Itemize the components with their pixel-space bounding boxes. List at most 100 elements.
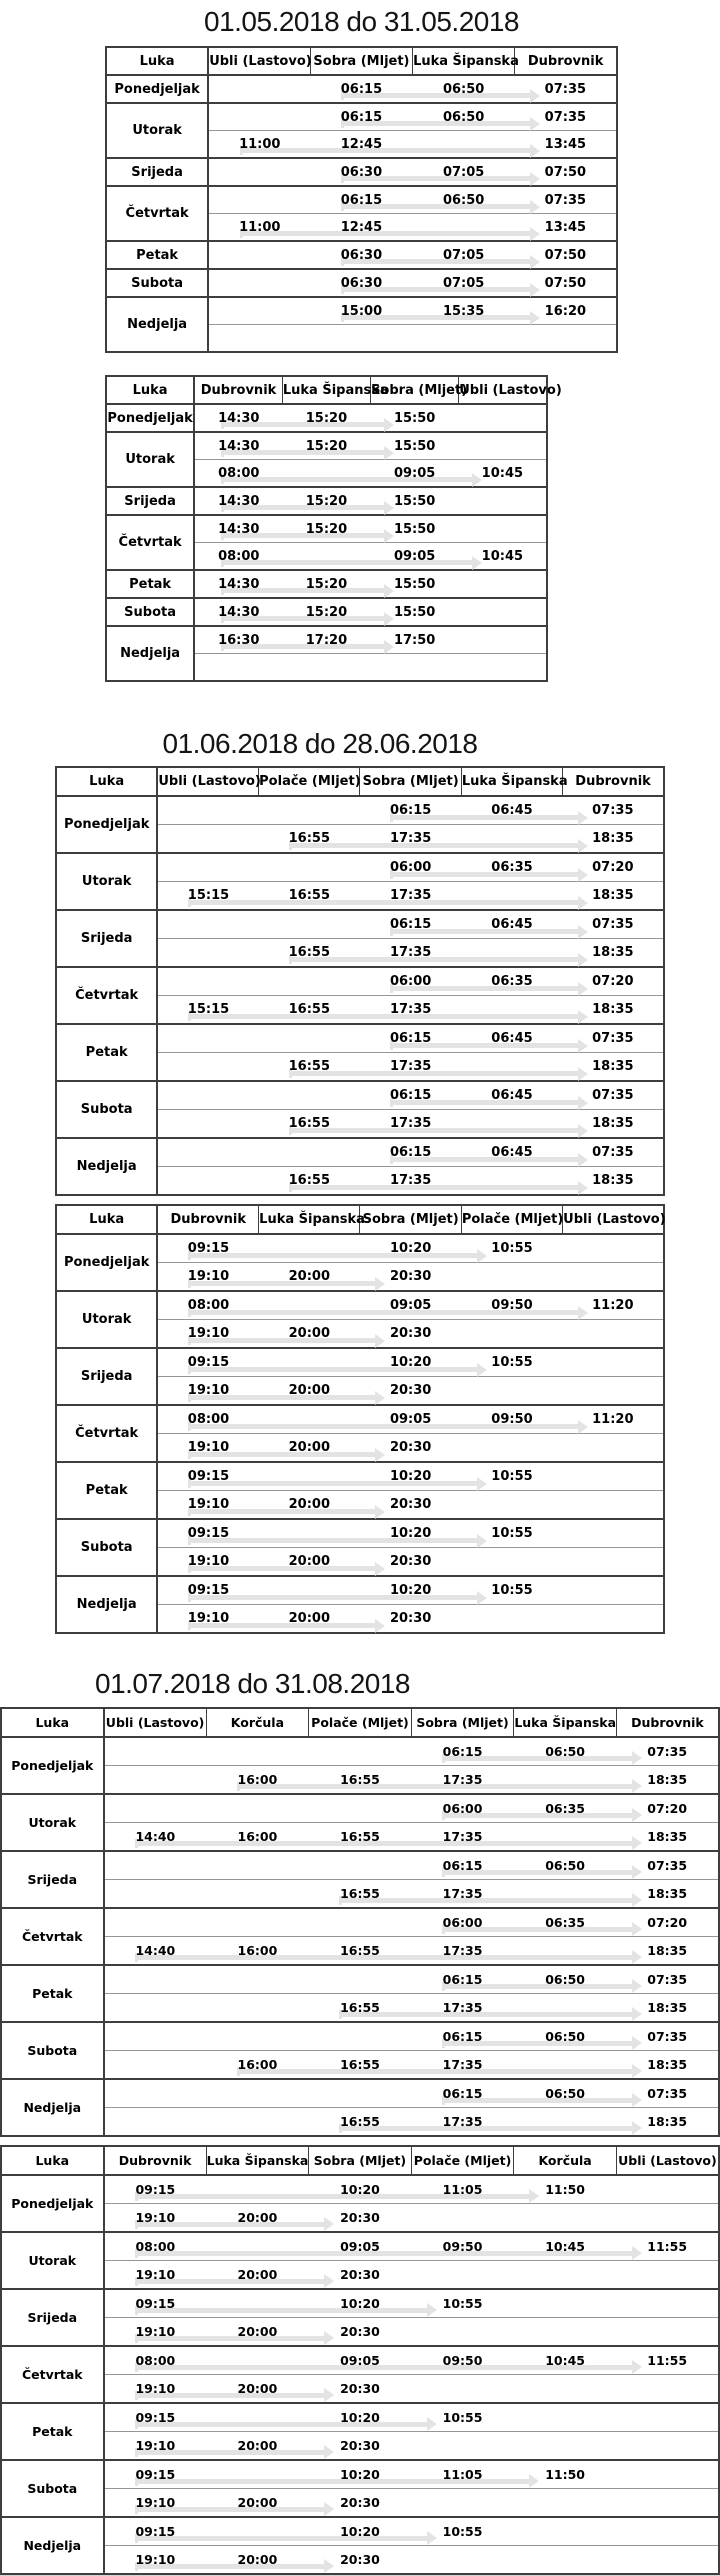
departure-time: 14:30	[218, 438, 260, 454]
time-cell: 10:45	[512, 2230, 618, 2261]
departure-time: 11:05	[442, 2466, 483, 2482]
departure-time: 18:35	[592, 1002, 634, 1018]
empty-cell	[562, 1376, 664, 1406]
route-arrow-head-icon	[513, 315, 530, 321]
route-arrow-segment	[512, 2125, 618, 2131]
trip-row: 19:10 20:00 20:30	[56, 1319, 664, 1349]
departure-time: 19:10	[187, 1326, 230, 1342]
departure-time: 18:35	[592, 888, 634, 904]
time-cell: 20:00	[257, 1433, 361, 1463]
route-arrow-head-icon	[460, 1367, 477, 1373]
departure-time: 16:20	[544, 303, 587, 319]
time-cell: 20:00	[257, 1547, 361, 1577]
departure-time: 11:00	[239, 136, 281, 152]
departure-time: 10:20	[340, 2466, 380, 2482]
time-cell: 06:30	[310, 268, 414, 298]
empty-cell	[103, 1764, 207, 1794]
day-cell: Srijeda	[104, 157, 210, 187]
empty-cell	[562, 1319, 664, 1349]
departure-time: 15:15	[187, 1002, 230, 1018]
departure-time: 15:50	[393, 604, 436, 620]
time-cell: 18:35	[561, 1109, 664, 1139]
trip-row: 16:55 17:35 18:35	[1, 1878, 719, 1908]
time-cell: 16:55	[258, 824, 361, 854]
column-header: Korčula	[513, 2144, 617, 2176]
day-cell: Četvrtak	[54, 966, 159, 1025]
departure-time: 06:15	[442, 1971, 483, 1987]
route-arrow-start	[135, 2333, 208, 2343]
time-cell: 09:50	[410, 2344, 515, 2375]
route-arrow-start	[341, 91, 414, 101]
empty-cell	[513, 2316, 617, 2346]
time-cell: 07:05	[411, 240, 516, 270]
departure-time: 07:20	[647, 1914, 688, 1930]
route-arrow-segment	[460, 815, 564, 821]
departure-time: 11:00	[239, 219, 281, 235]
time-cell: 06:15	[411, 1849, 515, 1880]
column-header: Sobra (Mljet)	[309, 46, 414, 77]
empty-cell	[616, 2259, 719, 2289]
route-arrow-segment	[257, 1253, 361, 1259]
departure-time: 18:35	[647, 2113, 688, 2129]
time-cell: 15:20	[281, 514, 372, 543]
departure-time: 18:35	[647, 1942, 688, 1958]
trip-row: 19:10 20:00 20:30	[1, 2259, 719, 2289]
empty-cell	[411, 2202, 514, 2232]
trip-row: Subota 14:30 15:20 15:50	[104, 597, 547, 627]
route-arrow-head-icon	[615, 1840, 632, 1846]
route-arrow-segment	[460, 1424, 564, 1430]
route-arrow-start	[442, 1810, 515, 1820]
empty-cell	[461, 1547, 563, 1577]
departure-time: 09:15	[135, 2523, 176, 2539]
departure-time: 18:35	[592, 1059, 634, 1075]
day-cell: Utorak	[54, 1290, 159, 1349]
day-cell: Srijeda	[54, 909, 159, 968]
time-cell: 07:35	[615, 1735, 719, 1766]
time-cell: 20:30	[358, 1490, 462, 1520]
trip-row: Nedjelja 06:15 06:50 07:35	[0, 2077, 719, 2136]
time-cell: 16:55	[307, 1764, 413, 1794]
day-cell: Srijeda	[0, 2287, 105, 2346]
time-cell: 10:20	[307, 2401, 413, 2432]
departure-time: 20:30	[389, 1497, 432, 1513]
time-cell: 07:20	[615, 1906, 719, 1937]
column-header: Luka	[0, 2144, 105, 2176]
trip-row: 16:55 17:35 18:35	[56, 938, 664, 968]
departure-time: 09:05	[393, 548, 436, 564]
route-arrow-segment	[257, 1281, 361, 1287]
route-arrow-segment	[512, 1926, 618, 1932]
empty-cell	[308, 2077, 412, 2108]
column-header: Luka Šipanska	[281, 375, 389, 406]
day-cell: Četvrtak	[104, 514, 196, 571]
departure-time: 06:30	[340, 247, 383, 263]
column-header: Luka	[54, 1204, 159, 1236]
departure-time: 06:00	[442, 1800, 483, 1816]
departure-time: 09:50	[491, 1298, 533, 1314]
time-cell: 09:05	[307, 2344, 413, 2375]
departure-time: 10:45	[481, 548, 524, 564]
trip-row: Četvrtak 06:00 06:35 07:20	[54, 966, 664, 1025]
route-arrow-start	[390, 927, 463, 937]
departure-time: 20:00	[237, 2380, 278, 2396]
time-cell: 09:15	[157, 1233, 260, 1263]
empty-cell	[458, 625, 547, 654]
departure-time: 10:20	[389, 1526, 432, 1542]
departure-time: 19:10	[135, 2437, 176, 2453]
time-cell: 09:15	[157, 1461, 260, 1491]
departure-time: 16:55	[288, 1173, 331, 1189]
departure-time: 14:40	[135, 1942, 176, 1958]
column-header: Ubli (Lastovo)	[103, 1706, 207, 1738]
empty-cell	[257, 1290, 361, 1320]
route-arrow-segment	[307, 1954, 413, 1960]
empty-cell	[616, 2287, 719, 2318]
empty-cell	[157, 1166, 259, 1196]
empty-cell	[616, 2544, 719, 2574]
departure-time: 06:45	[491, 803, 533, 819]
trip-row: Ponedjeljak 06:15 06:50 07:35	[0, 1735, 719, 1794]
route-arrow-head-icon	[513, 287, 530, 293]
route-arrow-start	[188, 1279, 260, 1289]
time-cell: 10:20	[358, 1233, 463, 1263]
trip-row: Nedjelja 09:15 10:20 10:55	[54, 1575, 664, 1634]
route-arrow-segment	[257, 1509, 361, 1515]
departure-time: 07:20	[592, 974, 634, 990]
